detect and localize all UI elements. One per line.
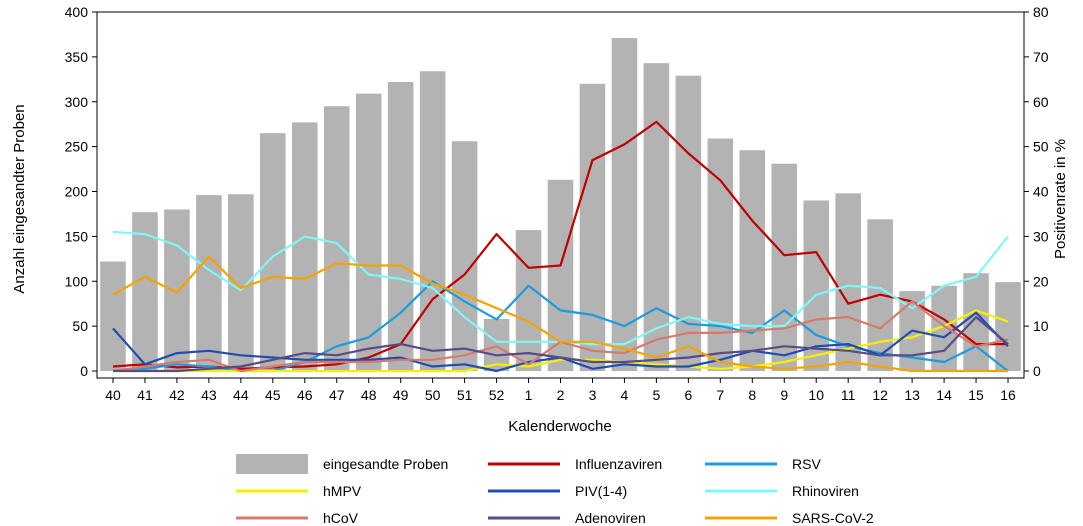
line-sars-cov-2 — [112, 255, 1008, 373]
bar-6 — [675, 75, 702, 371]
legend-label: PIV(1-4) — [575, 483, 627, 499]
bar-47 — [323, 106, 350, 372]
y-right-tick-label: 70 — [1033, 49, 1049, 65]
x-tick-label: 42 — [169, 387, 185, 403]
bar-2 — [547, 179, 574, 371]
y-axis-left-label: Anzahl eingesandter Proben — [11, 104, 28, 293]
bar-43 — [196, 195, 222, 371]
bar-49 — [387, 82, 414, 371]
x-tick-label: 44 — [233, 387, 249, 403]
x-tick-label: 3 — [589, 387, 597, 403]
x-tick-label: 7 — [716, 387, 724, 403]
x-tick-label: 9 — [780, 387, 788, 403]
x-tick-label: 49 — [393, 387, 409, 403]
y-right-tick-label: 0 — [1033, 363, 1041, 379]
bar-48 — [355, 93, 382, 372]
x-tick-label: 45 — [265, 387, 281, 403]
y-right-tick-label: 30 — [1033, 228, 1049, 244]
y-left-tick-label: 0 — [80, 363, 88, 379]
y-left-tick-label: 200 — [65, 184, 89, 200]
bar-5 — [643, 63, 670, 371]
x-tick-label: 5 — [652, 387, 660, 403]
x-tick-label: 47 — [329, 387, 345, 403]
x-tick-label: 10 — [808, 387, 824, 403]
y-left-tick-label: 350 — [65, 49, 89, 65]
x-tick-label: 43 — [201, 387, 217, 403]
y-left-tick-label: 400 — [65, 4, 89, 20]
legend-swatch-bars — [236, 454, 308, 474]
x-tick-label: 6 — [684, 387, 692, 403]
legend-label: Adenoviren — [575, 510, 646, 526]
bar-46 — [291, 122, 318, 371]
y-left-tick-label: 50 — [72, 318, 88, 334]
y-right-tick-label: 20 — [1033, 273, 1049, 289]
y-right-tick-label: 60 — [1033, 94, 1049, 110]
x-tick-label: 50 — [425, 387, 441, 403]
bar-42 — [164, 209, 190, 371]
y-right-tick-label: 40 — [1033, 184, 1049, 200]
y-right-tick-label: 50 — [1033, 139, 1049, 155]
legend-label: RSV — [792, 456, 821, 472]
y-left-tick-label: 100 — [65, 273, 89, 289]
bar-4 — [611, 38, 638, 372]
bar-51 — [451, 141, 478, 371]
line-hmpv — [113, 309, 1009, 373]
legend: eingesandte Proben Influenzaviren RSV hMPV P… — [236, 454, 874, 526]
legend-label: hCoV — [323, 510, 359, 526]
legend-label: SARS-CoV-2 — [792, 510, 874, 526]
bar-8 — [739, 150, 766, 371]
legend-label: hMPV — [323, 483, 362, 499]
y-right-tick-label: 10 — [1033, 318, 1049, 334]
bar-16 — [995, 282, 1021, 371]
x-tick-label: 15 — [968, 387, 984, 403]
x-tick-label: 4 — [621, 387, 629, 403]
x-tick-label: 13 — [904, 387, 920, 403]
x-tick-label: 40 — [105, 387, 121, 403]
bar-1 — [515, 230, 542, 371]
x-tick-label: 14 — [936, 387, 952, 403]
y-left-tick-label: 150 — [65, 228, 89, 244]
x-tick-label: 41 — [137, 387, 153, 403]
legend-label: Influenzaviren — [575, 456, 662, 472]
bar-50 — [419, 71, 446, 372]
bar-9 — [771, 163, 798, 371]
x-tick-label: 46 — [297, 387, 313, 403]
bar-10 — [803, 200, 830, 371]
x-tick-label: 16 — [1000, 387, 1016, 403]
x-tick-label: 51 — [457, 387, 473, 403]
x-tick-label: 8 — [748, 387, 756, 403]
bar-40 — [100, 261, 126, 371]
x-tick-label: 2 — [557, 387, 565, 403]
bar-3 — [579, 83, 606, 372]
legend-label: eingesandte Proben — [323, 456, 448, 472]
x-tick-label: 52 — [489, 387, 505, 403]
bar-44 — [228, 194, 254, 371]
y-axis-right-label: Positivenrate in % — [1052, 139, 1069, 259]
line-adenoviren — [113, 316, 1009, 373]
y-right-tick-label: 80 — [1033, 4, 1049, 20]
axes: 0501001502002503003504000102030405060708… — [65, 4, 1049, 403]
x-tick-label: 12 — [872, 387, 888, 403]
bar-52 — [483, 318, 510, 371]
bar-series — [100, 38, 1021, 372]
x-tick-label: 48 — [361, 387, 377, 403]
bar-11 — [835, 193, 861, 371]
line-series — [112, 120, 1009, 373]
x-tick-label: 1 — [525, 387, 533, 403]
x-axis-label: Kalenderwoche — [508, 418, 611, 435]
y-left-tick-label: 300 — [65, 94, 89, 110]
bar-41 — [132, 212, 158, 371]
y-left-tick-label: 250 — [65, 139, 89, 155]
x-tick-label: 11 — [841, 387, 856, 403]
legend-label: Rhinoviren — [792, 483, 859, 499]
